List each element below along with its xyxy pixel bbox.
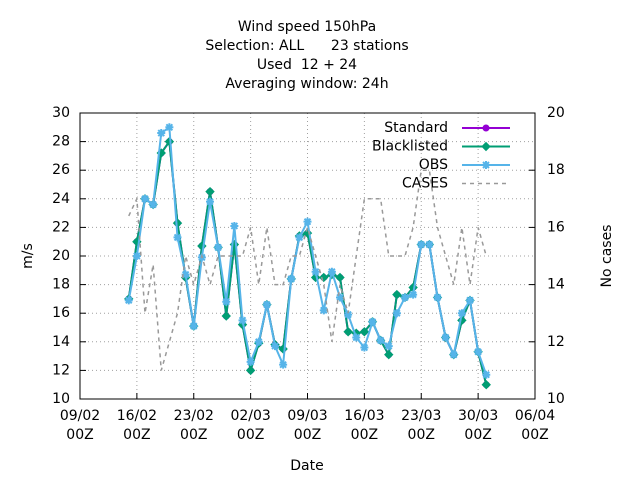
y-tick-label: 10 xyxy=(52,391,70,407)
point xyxy=(417,240,426,249)
point xyxy=(425,240,434,249)
x-tick-label: 23/03 00Z xyxy=(401,408,442,443)
point xyxy=(481,379,491,390)
chart-title: Wind speed 150hPa xyxy=(238,19,376,35)
x-tick-label: 06/04 00Z xyxy=(514,408,556,443)
point xyxy=(206,197,214,206)
point xyxy=(433,293,442,302)
x-tick-label: 09/02 00Z xyxy=(59,408,101,443)
point xyxy=(245,365,256,376)
point xyxy=(262,300,271,309)
y-tick-label: 16 xyxy=(52,305,70,321)
point xyxy=(295,233,304,242)
point xyxy=(392,309,401,318)
x-tick-label: 02/03 00Z xyxy=(230,408,271,443)
point xyxy=(441,333,450,342)
point xyxy=(352,333,361,342)
point xyxy=(457,309,466,318)
point xyxy=(205,186,215,197)
point xyxy=(482,161,490,169)
point xyxy=(335,272,345,283)
y2-tick-label: 10 xyxy=(547,391,565,407)
y-tick-label: 22 xyxy=(52,219,70,235)
point xyxy=(230,221,239,230)
point xyxy=(359,327,370,337)
y-tick-label: 24 xyxy=(52,191,70,207)
point xyxy=(173,233,182,242)
point xyxy=(482,124,490,132)
y2-tick-label: 18 xyxy=(547,162,565,178)
point xyxy=(214,243,223,252)
point xyxy=(392,289,402,300)
point xyxy=(287,274,296,283)
point xyxy=(181,270,190,279)
point xyxy=(384,342,393,351)
point xyxy=(449,350,458,359)
y2-tick-label: 14 xyxy=(547,277,565,293)
point xyxy=(376,336,385,345)
point xyxy=(344,310,353,319)
x-tick-label: 23/02 00Z xyxy=(173,408,214,443)
point xyxy=(343,327,353,337)
point xyxy=(157,129,166,138)
point xyxy=(132,252,141,260)
chart-title: Averaging window: 24h xyxy=(225,76,388,92)
point xyxy=(466,296,474,305)
point xyxy=(319,306,328,315)
point xyxy=(360,343,369,352)
point xyxy=(238,316,247,325)
point xyxy=(222,297,231,306)
x-tick-label: 09/03 00Z xyxy=(287,408,328,443)
point xyxy=(311,267,320,276)
plot-frame xyxy=(79,112,536,400)
y2-axis-label: No cases xyxy=(599,225,615,288)
point xyxy=(254,337,263,346)
point xyxy=(221,311,231,321)
point xyxy=(149,200,158,209)
y-tick-label: 26 xyxy=(52,162,70,178)
y-tick-label: 12 xyxy=(52,362,70,378)
legend-label: Blacklisted xyxy=(372,139,448,155)
point xyxy=(141,194,149,203)
x-tick-label: 16/03 00Z xyxy=(344,408,385,443)
point xyxy=(278,344,288,354)
point xyxy=(384,349,394,360)
y-tick-label: 18 xyxy=(52,277,70,293)
x-tick-label: 30/03 00Z xyxy=(457,408,499,443)
y-tick-label: 20 xyxy=(52,248,70,264)
point xyxy=(474,347,483,356)
point xyxy=(401,293,409,302)
point xyxy=(482,370,491,379)
point xyxy=(327,267,336,276)
legend-label: CASES xyxy=(402,176,448,192)
x-axis-label: Date xyxy=(290,458,323,474)
y-tick-label: 30 xyxy=(52,105,70,121)
point xyxy=(271,342,279,351)
point xyxy=(481,141,491,152)
chart-title: Selection: ALL 23 stations xyxy=(205,38,408,54)
y2-tick-label: 20 xyxy=(547,105,565,121)
y-tick-label: 14 xyxy=(52,334,70,350)
point xyxy=(246,357,255,366)
legend-label: Standard xyxy=(384,120,448,136)
y2-tick-label: 12 xyxy=(547,334,565,350)
y-tick-label: 28 xyxy=(52,134,70,150)
point xyxy=(165,123,174,132)
x-tick-label: 16/02 00Z xyxy=(116,408,158,443)
chart-title: Used 12 + 24 xyxy=(257,57,357,73)
point xyxy=(303,217,312,226)
point xyxy=(409,290,418,299)
point xyxy=(189,322,198,331)
y-axis-label: m/s xyxy=(20,243,36,269)
point xyxy=(279,360,288,369)
legend-label: OBS xyxy=(419,157,448,173)
series-line xyxy=(128,169,487,371)
point xyxy=(124,296,133,305)
point xyxy=(336,293,344,302)
point xyxy=(368,317,377,326)
y2-tick-label: 16 xyxy=(547,219,565,235)
